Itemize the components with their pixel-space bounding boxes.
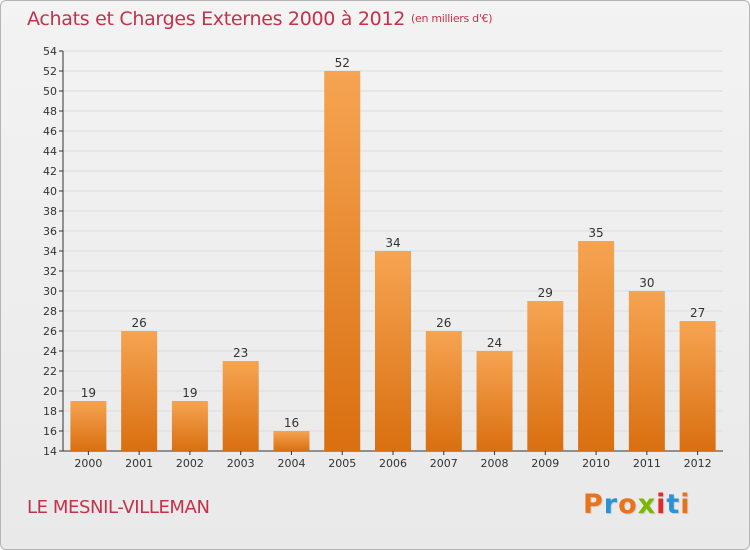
x-tick-label: 2001	[125, 457, 153, 470]
bar-value-label: 23	[233, 346, 248, 360]
y-tick-label: 48	[43, 105, 57, 118]
bar	[578, 241, 615, 451]
bar-value-label: 29	[538, 286, 553, 300]
y-tick-label: 34	[43, 245, 57, 258]
bar	[222, 361, 259, 451]
bar	[679, 321, 716, 451]
y-tick-label: 44	[43, 145, 57, 158]
chart-unit-label: (en milliers d'€)	[411, 12, 493, 25]
bar-value-label: 16	[284, 416, 299, 430]
bar-value-label: 19	[182, 386, 197, 400]
y-tick-label: 18	[43, 405, 57, 418]
bar	[375, 251, 411, 451]
x-tick-label: 2006	[379, 457, 407, 470]
bar	[527, 301, 564, 451]
y-tick-label: 28	[43, 305, 57, 318]
y-tick-label: 20	[43, 385, 57, 398]
bar-value-label: 26	[132, 316, 147, 330]
bar	[171, 401, 208, 451]
bar	[70, 401, 107, 451]
logo-letter: P	[583, 489, 604, 520]
x-tick-label: 2011	[633, 457, 661, 470]
x-tick-label: 2009	[531, 457, 559, 470]
bar	[121, 331, 158, 451]
bar-value-label: 27	[690, 306, 705, 320]
y-tick-label: 30	[43, 285, 57, 298]
y-tick-label: 46	[43, 125, 57, 138]
x-tick-label: 2003	[227, 457, 255, 470]
proxiti-logo: Proxiti	[583, 489, 691, 520]
logo-letter: o	[618, 489, 638, 520]
y-tick-label: 52	[43, 65, 57, 78]
bar-value-label: 24	[487, 336, 502, 350]
logo-letter: r	[603, 489, 619, 520]
x-tick-label: 2012	[684, 457, 712, 470]
y-tick-label: 36	[43, 225, 57, 238]
x-tick-label: 2005	[328, 457, 356, 470]
chart-title: Achats et Charges Externes 2000 à 2012 (e…	[27, 8, 493, 30]
town-name: LE MESNIL-VILLEMAN	[27, 497, 210, 518]
bar-value-label: 52	[335, 56, 350, 70]
x-tick-label: 2002	[176, 457, 204, 470]
bar	[476, 351, 513, 451]
logo-letter: i	[656, 489, 667, 520]
y-tick-label: 38	[43, 205, 57, 218]
y-tick-label: 16	[43, 425, 57, 438]
bar-value-label: 35	[588, 226, 603, 240]
bar	[324, 71, 361, 451]
x-tick-label: 2007	[430, 457, 458, 470]
bar-value-label: 34	[385, 236, 400, 250]
logo-letter: x	[637, 489, 657, 520]
x-tick-label: 2000	[74, 457, 102, 470]
y-tick-label: 54	[43, 45, 57, 58]
x-tick-label: 2008	[481, 457, 509, 470]
logo-letter: i	[680, 489, 691, 520]
chart-title-text: Achats et Charges Externes 2000 à 2012	[27, 8, 406, 30]
y-tick-label: 40	[43, 185, 57, 198]
y-tick-label: 14	[43, 445, 57, 458]
y-tick-label: 50	[43, 85, 57, 98]
x-tick-label: 2010	[582, 457, 610, 470]
y-tick-label: 24	[43, 345, 57, 358]
bar	[628, 291, 665, 451]
bar-value-label: 30	[639, 276, 654, 290]
x-tick-label: 2004	[277, 457, 305, 470]
logo-letter: t	[666, 489, 681, 520]
y-tick-label: 22	[43, 365, 57, 378]
bar-value-label: 26	[436, 316, 451, 330]
y-tick-label: 42	[43, 165, 57, 178]
bar	[273, 431, 310, 451]
y-tick-label: 32	[43, 265, 57, 278]
y-tick-label: 26	[43, 325, 57, 338]
bar	[425, 331, 462, 451]
bar-value-label: 19	[81, 386, 96, 400]
